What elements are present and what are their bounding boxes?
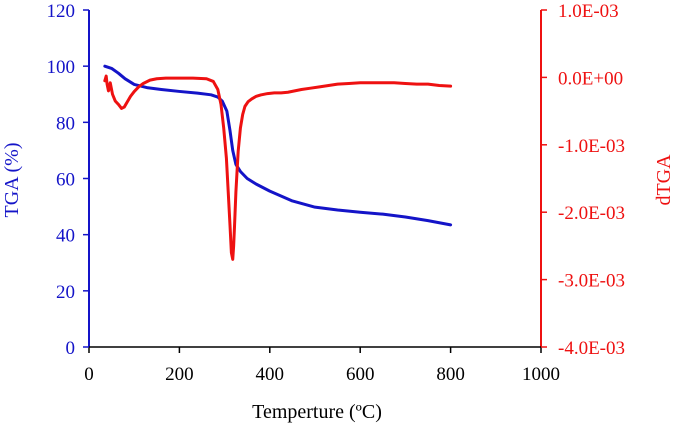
y-left-tick-label: 0: [66, 338, 76, 359]
y-left-tick-label: 40: [56, 226, 75, 247]
y-right-tick-label: -4.0E-03: [558, 338, 625, 359]
y-left-tick-label: 120: [47, 1, 76, 22]
x-tick-label: 600: [346, 364, 375, 385]
x-axis-title: Temperture (ºC): [252, 401, 382, 423]
y-left-axis-title: TGA (%): [1, 143, 23, 218]
x-tick-label: 400: [256, 364, 285, 385]
y-left-tick-label: 100: [47, 57, 76, 78]
x-tick-label: 0: [84, 364, 94, 385]
y-left-tick-label: 20: [56, 282, 75, 303]
x-tick-label: 200: [165, 364, 194, 385]
y-left-tick-label: 80: [56, 113, 75, 134]
y-left-tick-label: 60: [56, 170, 75, 191]
x-tick-label: 1000: [522, 364, 560, 385]
y-right-tick-label: 0.0E+00: [558, 68, 623, 89]
y-right-tick-label: 1.0E-03: [558, 1, 619, 22]
tga-series-line: [103, 64, 453, 227]
y-right-tick-label: -1.0E-03: [558, 136, 625, 157]
y-right-tick-label: -3.0E-03: [558, 271, 625, 292]
x-tick-label: 800: [436, 364, 465, 385]
y-right-axis-title: dTGA: [653, 154, 675, 206]
y-right-tick-label: -2.0E-03: [558, 203, 625, 224]
dtga-series-line: [103, 74, 453, 261]
